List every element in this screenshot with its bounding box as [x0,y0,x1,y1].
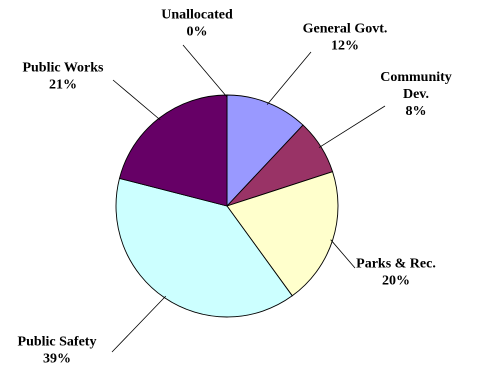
slice-label-general-govt: General Govt. 12% [303,22,388,54]
leader-line-general-govt [266,51,312,105]
slice-label-public-works: Public Works 21% [22,61,104,93]
slice-category-community-dev: Dev. [403,87,429,102]
pie-slices [115,94,339,318]
leader-line-public-works [112,79,161,121]
slice-percent-community-dev: 8% [406,104,427,119]
slice-parks-rec [226,171,339,297]
slice-percent-public-works: 21% [49,78,77,93]
slice-percent-unallocated: 0% [187,25,208,40]
leader-line-community-dev [318,105,386,148]
slice-label-parks-rec: Parks & Rec. 20% [356,257,436,289]
slice-percent-parks-rec: 20% [382,274,410,289]
slice-category-parks-rec: Parks & Rec. [356,257,436,272]
leader-lines [111,44,386,353]
slice-label-public-safety: Public Safety 39% [18,335,97,367]
slice-category-community-dev: Community [380,70,452,85]
slice-percent-public-safety: 39% [43,352,71,367]
slice-percent-general-govt: 12% [331,39,359,54]
leader-line-parks-rec [330,239,356,269]
slice-label-community-dev: Community Dev. 8% [380,70,452,119]
leader-line-public-safety [111,295,167,353]
slice-labels: General Govt. 12% Community Dev. 8% Parks & R… [18,8,452,367]
slice-category-public-works: Public Works [22,61,104,76]
slice-category-public-safety: Public Safety [18,335,97,350]
slice-category-unallocated: Unallocated [161,8,233,23]
slice-general-govt [226,94,304,208]
leader-line-unallocated [182,44,228,98]
slice-category-general-govt: General Govt. [303,22,388,37]
slice-label-unallocated: Unallocated 0% [161,8,233,40]
